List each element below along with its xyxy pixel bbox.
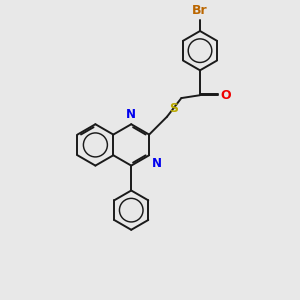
Text: N: N: [126, 108, 136, 122]
Text: S: S: [169, 102, 178, 115]
Text: O: O: [221, 89, 231, 102]
Text: Br: Br: [192, 4, 208, 17]
Text: N: N: [152, 157, 162, 170]
